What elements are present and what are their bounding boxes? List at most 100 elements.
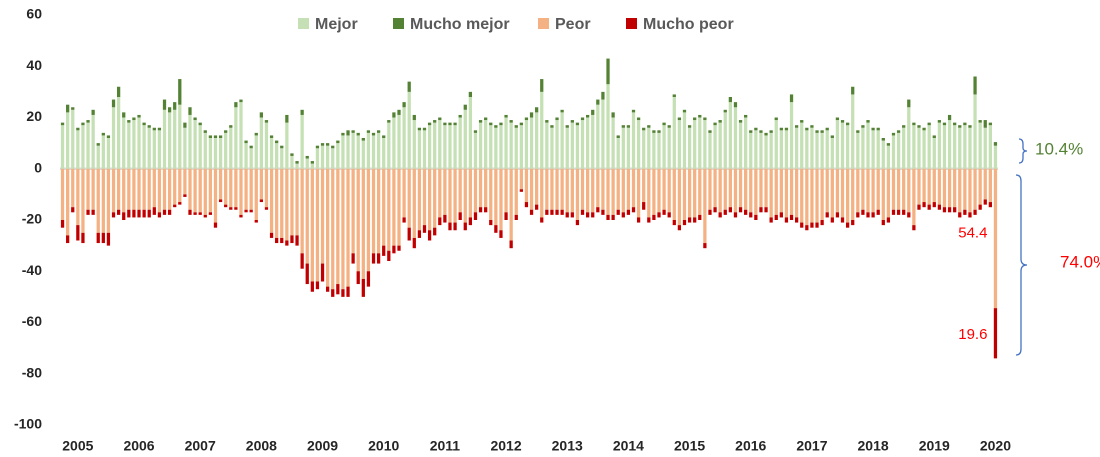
bar [427, 230, 432, 241]
bar [463, 109, 467, 169]
bar [499, 168, 503, 231]
bar [626, 125, 631, 128]
bar [137, 114, 141, 118]
legend-label: Peor [555, 16, 591, 33]
bar [422, 130, 427, 169]
bar [993, 142, 998, 146]
bar [320, 143, 325, 146]
bar [157, 130, 162, 169]
bar [682, 220, 687, 226]
bar [759, 207, 763, 213]
bar [830, 138, 834, 169]
bar [784, 127, 789, 131]
bar [723, 209, 727, 215]
bar [754, 168, 758, 215]
bar [672, 168, 676, 220]
bar [642, 202, 646, 210]
bar [519, 168, 523, 190]
bar [76, 225, 80, 241]
bar [621, 212, 625, 218]
bar [178, 168, 182, 203]
bar [886, 145, 891, 169]
bar [647, 168, 651, 218]
bar [871, 168, 875, 213]
bar [677, 120, 682, 169]
bar [229, 125, 233, 128]
bar [453, 122, 457, 126]
bar [478, 207, 483, 213]
x-tick-label: 2006 [123, 438, 154, 454]
bar [178, 79, 182, 105]
bar [473, 132, 478, 169]
bar [188, 107, 192, 115]
bar [529, 117, 534, 169]
bar [438, 120, 442, 169]
bar [351, 130, 355, 133]
bar [142, 125, 146, 169]
bar [167, 168, 172, 210]
bar [800, 122, 804, 169]
bar [744, 209, 748, 215]
bar [784, 130, 789, 169]
bar [585, 114, 590, 118]
bar [886, 168, 891, 218]
bar [718, 122, 722, 169]
bar [96, 143, 100, 146]
bar [937, 120, 942, 123]
bar [728, 102, 732, 169]
bar [749, 168, 753, 213]
bar [473, 212, 478, 220]
bar [815, 130, 819, 133]
bar [560, 112, 564, 169]
bar [407, 227, 411, 241]
bar [213, 138, 218, 169]
bar [749, 212, 753, 218]
bar [820, 132, 824, 169]
bar [366, 271, 371, 287]
bar [744, 117, 748, 169]
bar [193, 168, 197, 213]
bar [167, 107, 172, 113]
bar [978, 204, 982, 210]
bar [387, 122, 391, 169]
bar [300, 114, 304, 169]
bar [412, 120, 416, 169]
bar [575, 122, 580, 126]
bar [366, 168, 371, 272]
bar [101, 232, 105, 244]
bar [845, 125, 850, 169]
bar [285, 122, 289, 169]
bar [693, 217, 697, 223]
bar [866, 212, 870, 218]
bar [672, 94, 676, 97]
bar [937, 168, 942, 205]
bar [208, 135, 213, 138]
bar [917, 127, 921, 169]
bar [902, 125, 906, 128]
bar [433, 227, 437, 236]
bar [871, 127, 875, 131]
bar [591, 168, 595, 213]
bar [203, 130, 207, 133]
bar [540, 217, 544, 223]
bar [275, 140, 279, 144]
bar [596, 168, 600, 208]
bar [86, 122, 90, 169]
bar [840, 217, 845, 223]
bar [861, 125, 865, 128]
bar [147, 125, 151, 128]
bar [886, 143, 891, 146]
bar [198, 212, 202, 215]
bar [565, 125, 569, 128]
x-tick-label: 2016 [735, 438, 766, 454]
bar [861, 168, 865, 210]
bar [560, 168, 564, 210]
y-tick-label: -20 [22, 211, 42, 227]
bar [728, 97, 732, 103]
bar [346, 286, 350, 297]
bar [463, 104, 467, 110]
bar [193, 117, 197, 121]
bar [642, 130, 646, 169]
x-tick-label: 2011 [430, 438, 461, 454]
bar [397, 114, 401, 169]
